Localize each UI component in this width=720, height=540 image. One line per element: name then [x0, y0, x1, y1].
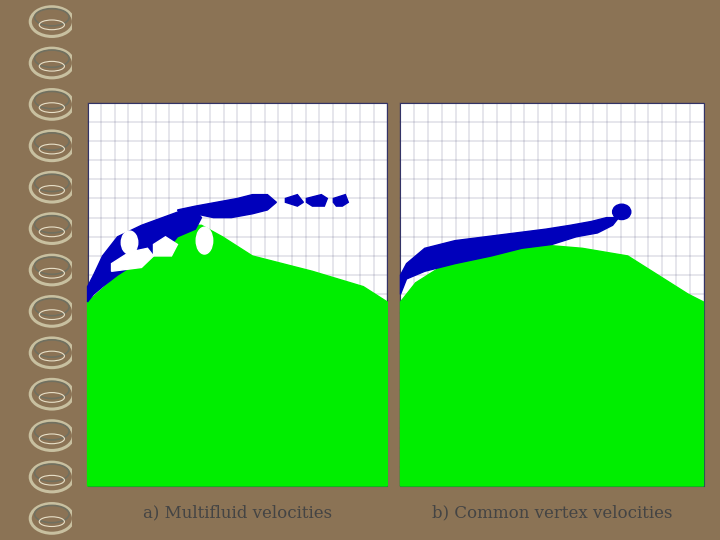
- Text: a) Multifluid velocities: a) Multifluid velocities: [143, 504, 332, 522]
- Polygon shape: [177, 194, 276, 218]
- Polygon shape: [88, 210, 202, 302]
- Polygon shape: [400, 245, 703, 486]
- Ellipse shape: [613, 204, 631, 220]
- Polygon shape: [153, 237, 177, 256]
- Text: Comparing T=12.5, 2mm/ms impact Al on steel: Comparing T=12.5, 2mm/ms impact Al on st…: [127, 43, 720, 65]
- Polygon shape: [400, 218, 618, 294]
- Polygon shape: [112, 248, 153, 271]
- Polygon shape: [333, 194, 348, 206]
- Polygon shape: [285, 194, 303, 206]
- Bar: [400, 103, 703, 486]
- Ellipse shape: [197, 227, 212, 254]
- Ellipse shape: [121, 231, 138, 254]
- Bar: [88, 103, 387, 486]
- Polygon shape: [88, 225, 387, 486]
- Polygon shape: [307, 194, 328, 206]
- Text: b) Common vertex velocities: b) Common vertex velocities: [432, 504, 672, 522]
